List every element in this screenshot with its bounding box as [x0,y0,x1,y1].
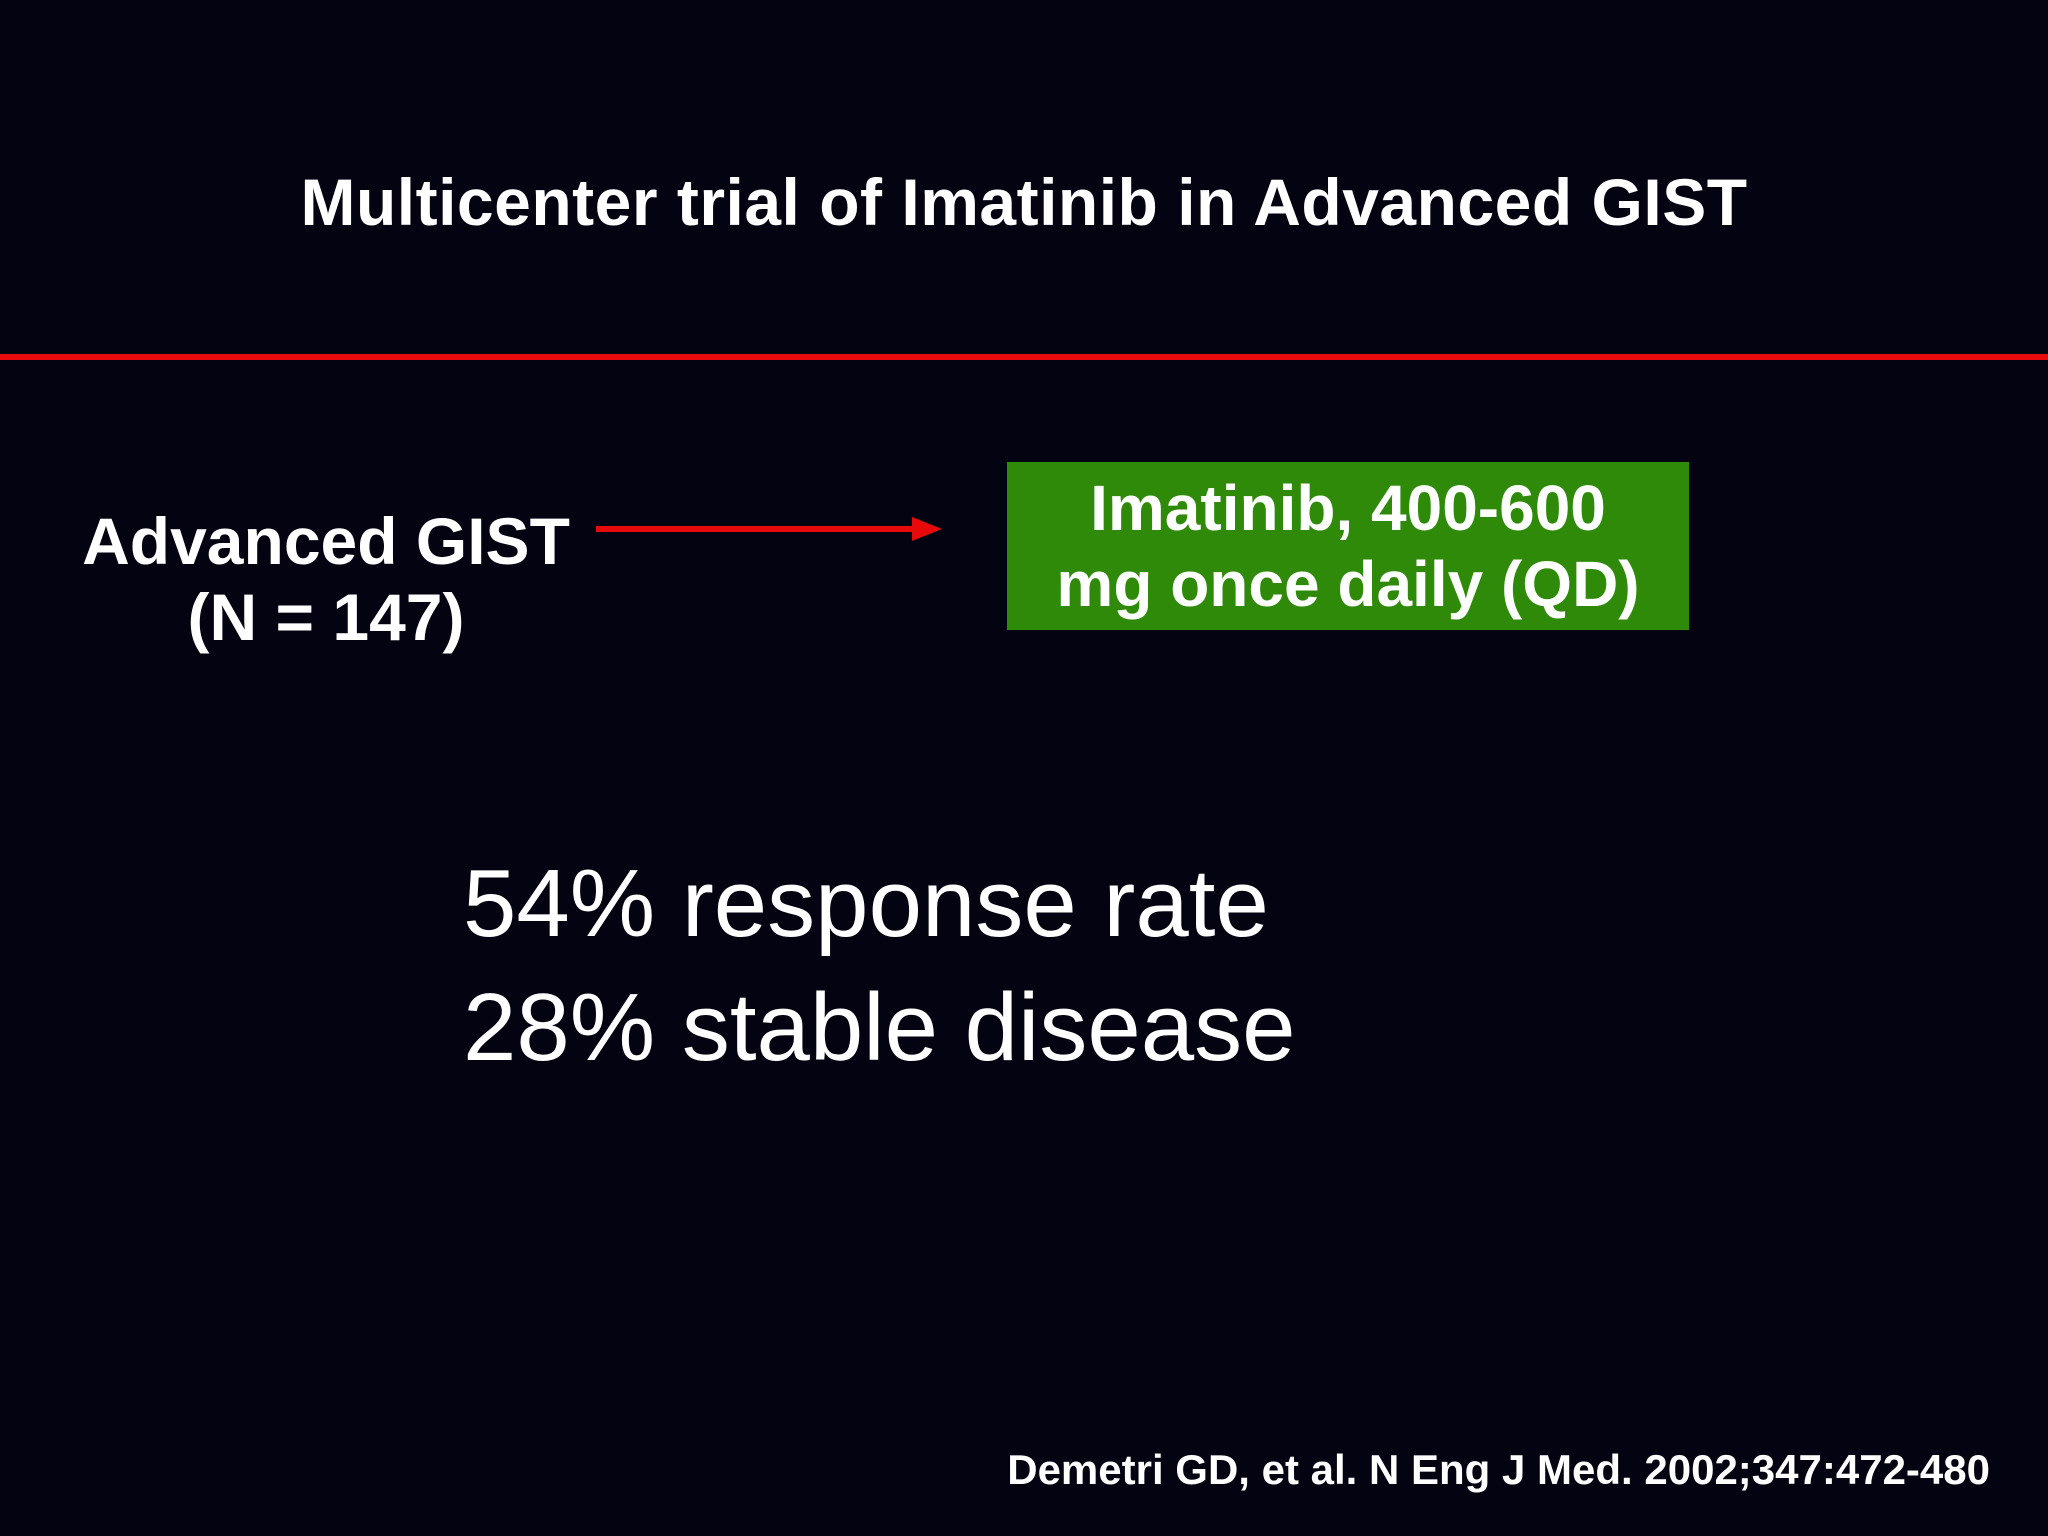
results-block: 54% response rate 28% stable disease [463,842,1296,1090]
slide-title: Multicenter trial of Imatinib in Advance… [300,165,1748,239]
population-label: Advanced GIST (N = 147) [30,503,622,655]
result-stable-disease: 28% stable disease [463,974,1296,1081]
population-name: Advanced GIST [82,504,570,578]
result-response-rate: 54% response rate [463,850,1269,957]
flow-arrow [596,517,942,541]
treatment-drug: Imatinib, 400-600 [1090,472,1606,544]
title-divider [0,354,2048,360]
citation: Demetri GD, et al. N Eng J Med. 2002;347… [1007,1446,1990,1493]
treatment-dose: mg once daily (QD) [1056,548,1640,620]
population-count: (N = 147) [187,580,465,654]
treatment-box: Imatinib, 400-600 mg once daily (QD) [1007,462,1689,630]
arrow-head [912,517,942,541]
